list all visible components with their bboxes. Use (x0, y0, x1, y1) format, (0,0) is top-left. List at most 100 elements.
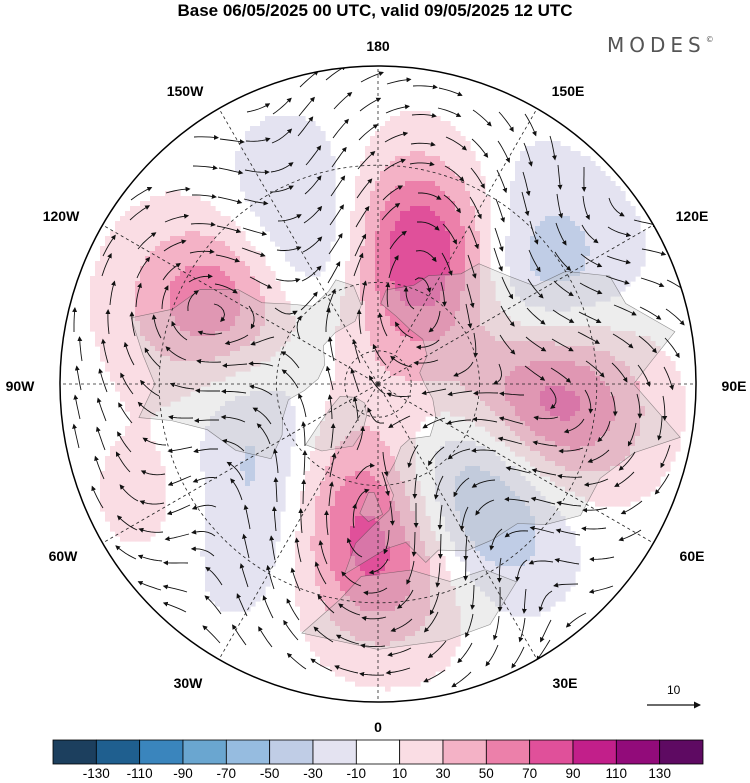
flow-arrow (465, 303, 473, 329)
colorbar-swatch (225, 739, 271, 765)
lon-label-90w: 90W (5, 378, 35, 394)
flow-arrow (504, 530, 529, 538)
flow-arrow (355, 462, 375, 480)
brand-mark: © (705, 35, 714, 44)
flow-arrow (332, 118, 349, 139)
flow-arrow (272, 97, 292, 115)
flow-arrow (499, 334, 516, 355)
colorbar-swatch (442, 739, 487, 765)
flow-arrow (421, 388, 447, 396)
flow-arrow (563, 418, 585, 434)
flow-arrow (194, 418, 220, 424)
flow-arrow (588, 585, 614, 594)
flow-arrow (140, 470, 166, 476)
flow-arrow (346, 537, 363, 558)
flow-arrow (188, 273, 213, 283)
flow-arrow (286, 598, 300, 621)
flow-arrow (269, 535, 276, 561)
flow-arrow (660, 444, 671, 469)
flow-arrow (638, 335, 657, 354)
flow-arrow (352, 396, 359, 422)
flow-arrow (524, 365, 546, 381)
flow-arrow (270, 162, 294, 173)
flow-arrow (137, 232, 157, 250)
flow-arrow (294, 537, 302, 563)
colorbar-tick-label: -90 (173, 766, 193, 781)
flow-arrow (529, 220, 539, 245)
flow-arrow (556, 193, 563, 219)
flow-arrow (627, 422, 637, 447)
flow-arrow (552, 309, 575, 323)
flow-arrow (190, 221, 216, 227)
flow-arrow (119, 484, 139, 502)
flow-arrow (301, 265, 322, 282)
flow-arrow (540, 619, 552, 643)
flow-arrow (666, 279, 689, 294)
flow-arrow (341, 571, 362, 587)
flow-arrow (415, 250, 437, 263)
flow-arrow (368, 375, 386, 395)
flow-arrow (465, 613, 474, 638)
land-mass (359, 491, 383, 522)
lon-label-90e: 90E (721, 378, 747, 394)
flow-arrow (525, 336, 547, 352)
flow-arrow (412, 84, 438, 90)
flow-arrow (418, 192, 442, 200)
flow-arrow (241, 247, 266, 257)
flow-arrow (367, 407, 385, 424)
flow-arrow (526, 307, 546, 325)
flow-arrow (437, 533, 443, 559)
flow-arrow (239, 563, 249, 588)
flow-arrow (422, 417, 446, 429)
flow-arrow (368, 558, 389, 575)
flow-arrow (299, 70, 319, 88)
flow-arrow (403, 286, 415, 310)
flow-arrow (451, 671, 472, 688)
flow-arrow (372, 343, 387, 366)
flow-arrow (350, 368, 360, 393)
flow-arrow (475, 499, 495, 516)
flow-arrow (466, 283, 475, 309)
flow-arrow (423, 669, 446, 683)
flow-arrow (165, 186, 191, 194)
flow-arrow (494, 227, 504, 252)
flow-arrow (221, 438, 245, 452)
flow-arrow (262, 595, 274, 619)
colorbar-swatch (182, 739, 227, 765)
flow-arrow (641, 248, 667, 256)
flow-arrow (298, 393, 307, 418)
colorbar-tick-label: 70 (522, 766, 538, 781)
flow-arrow (129, 311, 136, 337)
flow-arrow (637, 364, 651, 387)
flow-arrow (318, 540, 328, 565)
flow-arrow (248, 305, 256, 330)
flow-arrow (273, 477, 279, 503)
flow-arrow (243, 504, 251, 530)
flow-arrow (496, 557, 502, 583)
flow-arrow (553, 280, 574, 297)
flow-arrow (272, 448, 279, 474)
flow-arrow (469, 196, 482, 220)
flow-arrow (385, 104, 410, 114)
flow-arrow (427, 640, 447, 658)
flow-arrow (363, 587, 388, 596)
flow-arrow (505, 466, 531, 474)
flow-arrow (416, 221, 440, 231)
map-boundary (59, 65, 697, 703)
lon-label-0: 0 (374, 719, 382, 735)
flow-arrow (77, 336, 83, 362)
flow-arrow (165, 346, 187, 361)
flow-arrow (248, 361, 274, 367)
flow-arrow (109, 280, 116, 306)
colorbar-swatch (312, 739, 357, 765)
flow-arrow (310, 658, 333, 672)
flow-arrow (558, 447, 584, 454)
flow-arrow (330, 423, 336, 449)
flow-arrow (557, 164, 563, 190)
latitude-circle (344, 350, 412, 418)
flow-arrow (447, 448, 471, 460)
flow-arrow (213, 303, 226, 323)
colorbar-swatch (139, 739, 184, 765)
flow-arrow (327, 394, 333, 420)
flow-arrow (356, 309, 362, 335)
